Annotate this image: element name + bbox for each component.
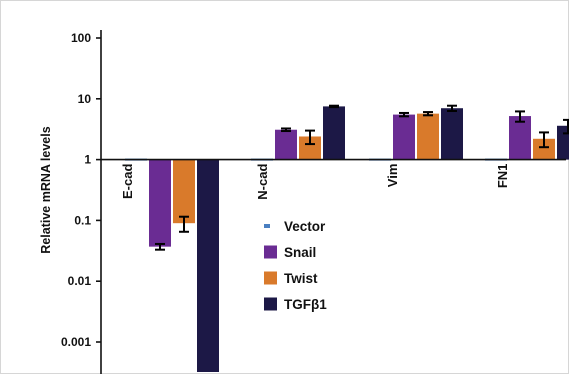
legend-swatch-TGFβ1 (264, 297, 277, 311)
bar-N-cad-TGFβ1 (323, 106, 345, 160)
bar-Vim-TGFβ1 (441, 108, 463, 160)
legend: Vector Snail Twist TGFβ1 (264, 219, 327, 312)
legend-label-Snail: Snail (284, 245, 316, 260)
bar-N-cad-Snail (275, 129, 297, 160)
bar-Vim-Twist (417, 113, 439, 160)
bar-FN1-Snail (509, 116, 531, 160)
category-label-Vim: Vim (385, 164, 400, 188)
axes (100, 30, 566, 374)
bar-E-cad-Snail (149, 159, 171, 247)
bars (125, 104, 569, 372)
y-tick-label-3: 0.1 (74, 213, 91, 227)
legend-swatch-Twist (264, 271, 277, 285)
category-label-N-cad: N-cad (255, 164, 270, 200)
y-tick-label-1: 10 (78, 92, 92, 106)
bar-E-cad-Twist (173, 159, 195, 224)
legend-label-Twist: Twist (284, 271, 318, 286)
y-tick-label-4: 0.01 (68, 274, 92, 288)
bar-Vim-Snail (393, 114, 415, 160)
category-label-E-cad: E-cad (120, 164, 135, 199)
y-tick-label-0: 100 (71, 31, 91, 45)
bar-N-cad-Twist (299, 136, 321, 160)
bar-E-cad-TGFβ1 (197, 159, 219, 372)
category-labels: E-cad N-cad Vim FN1 (120, 164, 510, 200)
y-axis-label: Relative mRNA levels (39, 126, 53, 253)
legend-label-TGFβ1: TGFβ1 (284, 297, 327, 312)
y-tick-label-2: 1 (84, 153, 91, 167)
y-tick-label-5: 0.001 (61, 335, 91, 349)
category-label-FN1: FN1 (495, 164, 510, 189)
y-axis-ticks: 100 10 1 0.1 0.01 0.001 (61, 31, 101, 349)
legend-label-Vector: Vector (284, 219, 326, 234)
legend-swatch-Vector (264, 224, 270, 228)
bar-FN1-Twist (533, 138, 555, 160)
legend-swatch-Snail (264, 245, 277, 259)
